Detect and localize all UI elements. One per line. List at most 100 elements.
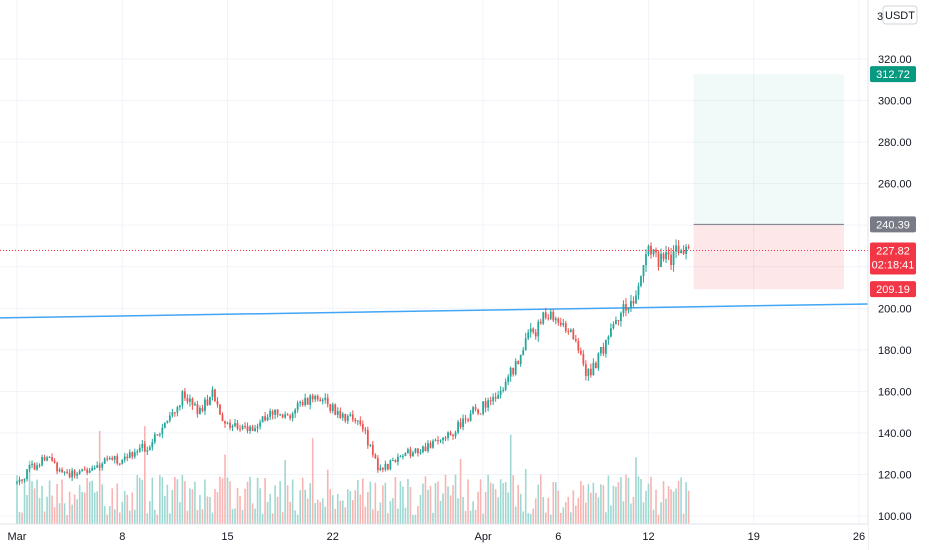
volume-bar — [294, 510, 296, 524]
volume-bar — [286, 485, 289, 524]
volume-bar — [580, 481, 582, 524]
candle-body — [88, 470, 91, 473]
currency-badge[interactable]: USDT — [882, 5, 918, 25]
volume-bar — [204, 479, 206, 524]
candle-body — [417, 448, 419, 454]
volume-bar — [645, 490, 647, 524]
candle-body — [269, 411, 272, 418]
volume-bar — [53, 507, 56, 524]
volume-bar — [331, 495, 334, 524]
candle-body — [677, 245, 680, 254]
volume-bar — [43, 511, 46, 524]
volume-bar — [577, 497, 580, 524]
candle-body — [402, 455, 404, 457]
candle-body — [48, 457, 51, 459]
volume-bar — [149, 501, 151, 524]
candle-body — [630, 300, 632, 308]
candle-body — [582, 353, 585, 365]
volume-bar — [647, 483, 650, 524]
price-tick-labels: 320.00300.00280.00260.00240.00220.00200.… — [878, 54, 912, 523]
volume-bar — [547, 497, 550, 524]
volume-bar — [58, 503, 61, 524]
last-price-tag: 227.82 02:18:41 — [870, 242, 916, 275]
candle-body — [409, 449, 412, 457]
candle-body — [479, 413, 482, 415]
volume-bar — [549, 514, 552, 524]
volume-bar — [246, 481, 249, 524]
price-scale[interactable]: 320.00300.00280.00260.00240.00220.00200.… — [867, 0, 932, 550]
candle-body — [133, 452, 136, 457]
time-tick-label: 15 — [221, 531, 233, 543]
candle-body — [517, 361, 520, 365]
price-tick-label: 120.00 — [878, 469, 912, 481]
candle-body — [191, 398, 194, 406]
volume-bar — [321, 498, 324, 524]
candle-body — [58, 469, 61, 472]
candle-body — [176, 407, 179, 413]
candle-body — [447, 432, 449, 438]
candle-body — [148, 447, 151, 451]
price-tick-label: 160.00 — [878, 386, 912, 398]
volume-bar — [279, 481, 281, 524]
volume-bar — [108, 506, 111, 524]
volume-bar — [196, 509, 199, 524]
candle-body — [675, 245, 677, 252]
candle-body — [319, 399, 322, 402]
volume-bar — [489, 482, 492, 524]
volume-bar — [359, 494, 362, 524]
volume-bar — [81, 492, 83, 524]
candle-body — [231, 426, 234, 428]
candle-body — [660, 253, 662, 268]
candle-body — [589, 368, 592, 376]
candle-body — [266, 417, 269, 421]
candle-body — [211, 389, 214, 398]
volume-bar — [249, 476, 251, 524]
volume-bar — [344, 507, 347, 524]
candle-body — [599, 346, 602, 354]
volume-bar — [241, 509, 244, 524]
target-price-tag: 312.72 — [870, 66, 916, 83]
volume-bar — [432, 512, 434, 524]
volume-bar — [414, 514, 417, 524]
candle-body — [349, 414, 352, 417]
volume-bar — [374, 482, 377, 524]
partial-top-tick: 3 — [877, 11, 883, 23]
volume-bar — [434, 483, 437, 524]
candle-body — [366, 430, 369, 446]
volume-bar — [113, 509, 116, 524]
volume-bar — [677, 480, 680, 524]
stop-price-label: 209.19 — [876, 284, 910, 296]
candle-body — [359, 420, 362, 425]
candle-body — [326, 397, 329, 405]
trendline[interactable] — [0, 303, 869, 319]
currency-label: USDT — [885, 10, 915, 22]
candle-body — [572, 329, 575, 340]
volume-bar — [229, 481, 231, 524]
volume-bar — [622, 501, 625, 524]
time-scale[interactable]: Mar 8 15 22 Apr 6 12 19 26 — [0, 523, 868, 550]
volume-bar — [36, 479, 38, 524]
candle-body — [542, 312, 545, 324]
candle-body — [113, 456, 116, 460]
candle-body — [166, 420, 169, 423]
candle-body — [422, 446, 424, 453]
candle-body — [286, 414, 289, 416]
volume-bar — [144, 426, 146, 524]
candle-body — [18, 479, 21, 482]
candle-body — [199, 408, 201, 414]
volume-bar — [602, 485, 605, 524]
candle-body — [234, 423, 236, 427]
candle-body — [31, 463, 33, 465]
candle-body — [93, 467, 96, 469]
candle-body — [539, 321, 542, 324]
volume-bar — [452, 485, 454, 524]
candle-body — [158, 434, 161, 436]
long-position-tool[interactable] — [693, 74, 844, 290]
volume-bar — [497, 497, 499, 524]
volume-bar — [61, 479, 63, 524]
volume-bar — [201, 509, 204, 524]
candle-body — [502, 389, 505, 391]
candle-body — [244, 426, 246, 428]
